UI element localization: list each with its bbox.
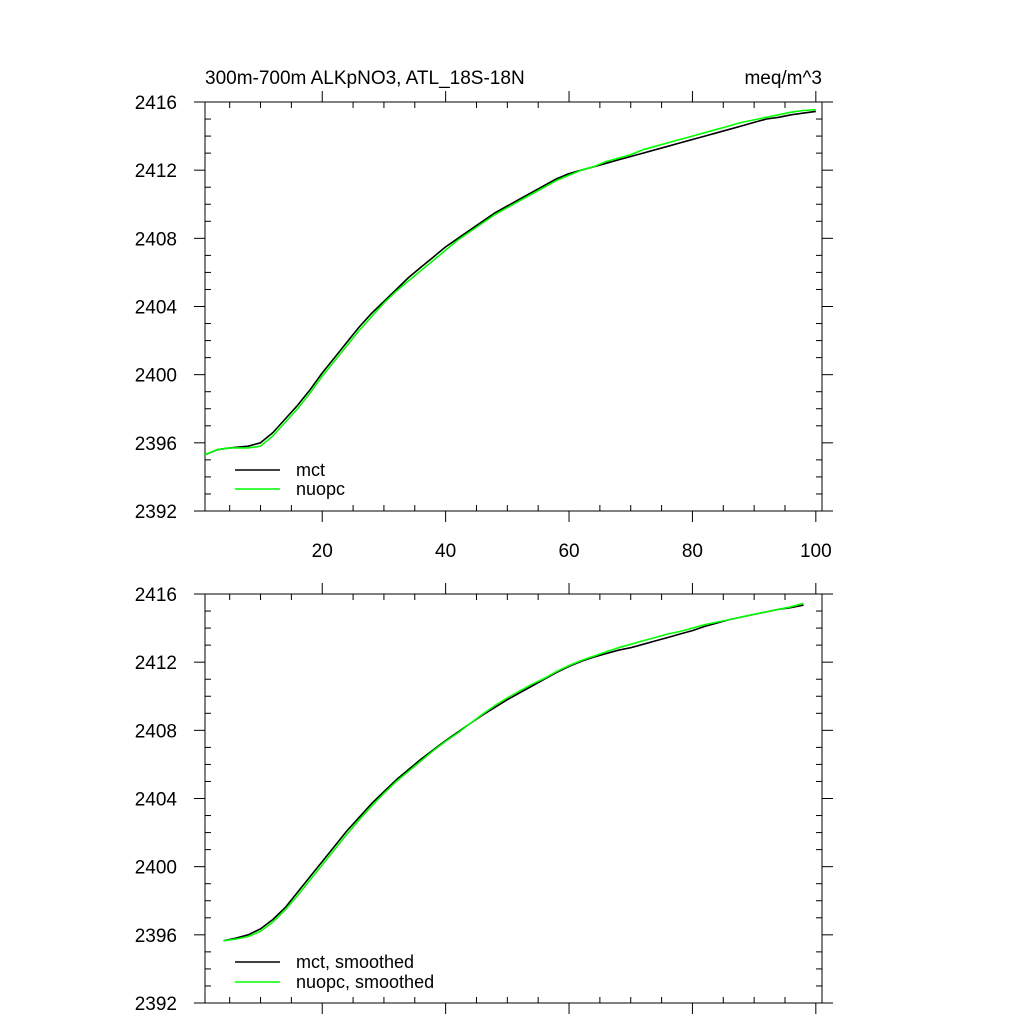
- panel-2-y-tick-label: 2392: [135, 994, 177, 1015]
- panel-2-series-nuopc-smoothed-line: [223, 602, 804, 942]
- panel-1-y-tick-label: 2416: [135, 93, 177, 114]
- panel-1-y-tick-label: 2400: [135, 366, 177, 387]
- panel-1-series-nuopc-line: [204, 108, 816, 456]
- panel-2-y-tick-label: 2412: [135, 653, 177, 674]
- panel-1-units: meq/m^3: [744, 68, 822, 89]
- panel-1-y-tick-label: 2412: [135, 161, 177, 182]
- panel-1-x-tick-label: 80: [682, 541, 703, 562]
- panel-2-legend-label-mct: mct, smoothed: [296, 952, 414, 972]
- panel-1-x-tick-label: 60: [558, 541, 579, 562]
- panel-1-series-mct-line: [204, 110, 816, 456]
- panel-1-x-tick-label: 40: [435, 541, 456, 562]
- panel-1-y-tick-label: 2408: [135, 229, 177, 250]
- plots-layer: 20 40 60 80 100 2392 2396 2400 2404 2408 2412 2416 2…: [135, 91, 833, 1015]
- panel-2-y-tick-label: 2416: [135, 585, 177, 606]
- panel-2-legend-label-nuopc: nuopc, smoothed: [296, 972, 434, 992]
- panel-1-legend-label-nuopc: nuopc: [296, 479, 345, 499]
- panel-1-legend-label-mct: mct: [296, 460, 325, 480]
- panel-2-y-tick-label: 2396: [135, 926, 177, 947]
- panel-1-y-tick-label: 2396: [135, 434, 177, 455]
- panel-1-x-tick-label: 20: [312, 541, 333, 562]
- panel-1-title: 300m-700m ALKpNO3, ATL_18S-18N: [205, 68, 525, 89]
- panel-1-x-tick-label: 100: [800, 541, 832, 562]
- panel-1-y-tick-label: 2392: [135, 502, 177, 523]
- panel-2-y-tick-label: 2408: [135, 721, 177, 742]
- panel-2-y-tick-label: 2400: [135, 858, 177, 879]
- panel-1-y-tick-label: 2404: [135, 298, 178, 319]
- panel-2-series-mct-smoothed-line: [223, 604, 804, 942]
- panel-2-y-tick-label: 2404: [135, 790, 178, 811]
